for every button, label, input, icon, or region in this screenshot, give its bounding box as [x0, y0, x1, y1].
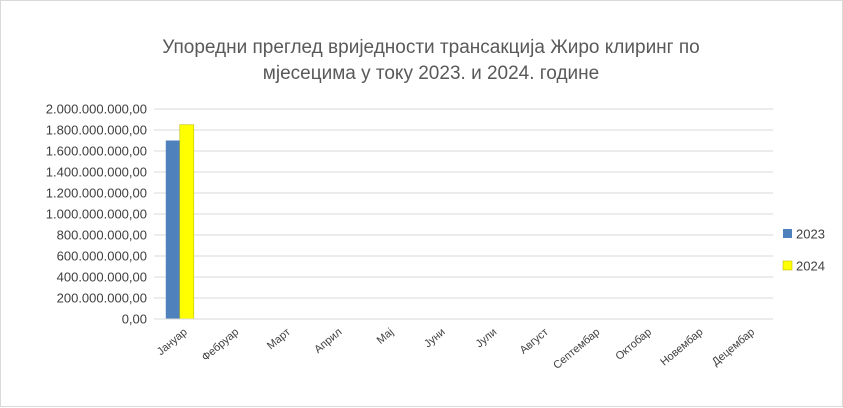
- x-axis-category-labels: Јануар Фебруар Март Април Мај Јуни Јули Август С…: [155, 326, 757, 372]
- y-tick-label: 800.000.000,00: [57, 228, 147, 243]
- chart-title-line-1: Упоредни преглед вриједности трансакција…: [162, 37, 699, 58]
- bars: [165, 124, 195, 320]
- y-tick-label: 0,00: [122, 312, 147, 327]
- x-category-label: Фебруар: [200, 326, 242, 364]
- bar-2023-0: [165, 140, 180, 319]
- y-tick-label: 200.000.000,00: [57, 291, 147, 306]
- legend-swatch-2023: [783, 229, 792, 238]
- x-category-label: Септембар: [551, 326, 602, 372]
- x-category-label: Јули: [474, 326, 500, 350]
- y-tick-label: 600.000.000,00: [57, 249, 147, 264]
- legend-label-2024: 2024: [796, 259, 825, 274]
- x-category-label: Новембар: [658, 326, 705, 368]
- x-category-label: Август: [518, 326, 551, 356]
- x-category-label: Октобар: [613, 326, 654, 363]
- x-category-label: Март: [265, 326, 293, 352]
- y-axis-ticks: 0,00 200.000.000,00 400.000.000,00 600.000.…: [46, 102, 147, 327]
- x-category-label: Јануар: [155, 326, 190, 358]
- y-tick-label: 1.600.000.000,00: [46, 144, 147, 159]
- y-tick-label: 400.000.000,00: [57, 270, 147, 285]
- x-category-label: Април: [312, 326, 344, 356]
- chart-title: Упоредни преглед вриједности трансакција…: [162, 37, 699, 84]
- x-category-label: Децембар: [710, 326, 757, 368]
- y-tick-label: 1.200.000.000,00: [46, 186, 147, 201]
- x-category-label: Јуни: [422, 326, 448, 350]
- chart-title-line-2: мјесецима у току 2023. и 2024. године: [263, 63, 599, 84]
- legend: 2023 2024: [782, 227, 825, 274]
- y-tick-label: 2.000.000.000,00: [46, 102, 147, 117]
- y-tick-label: 1.400.000.000,00: [46, 165, 147, 180]
- y-tick-label: 1.000.000.000,00: [46, 207, 147, 222]
- legend-swatch-2024: [782, 260, 793, 271]
- gridlines: [154, 108, 773, 299]
- legend-label-2023: 2023: [796, 227, 825, 242]
- y-tick-label: 1.800.000.000,00: [46, 123, 147, 138]
- bar-2024-0: [179, 124, 195, 320]
- x-category-label: Мај: [375, 326, 396, 347]
